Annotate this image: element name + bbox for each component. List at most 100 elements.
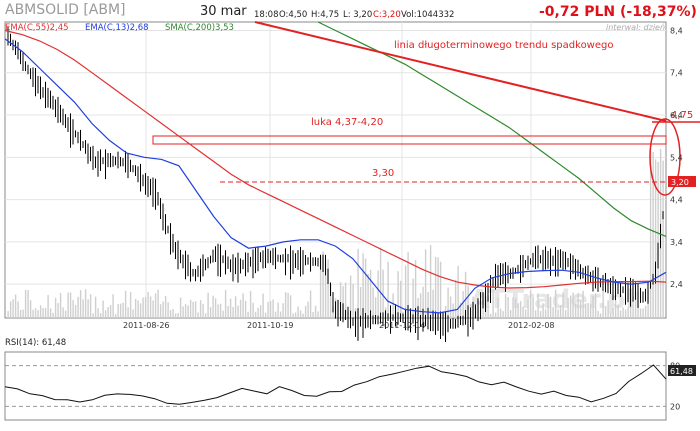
volume-bar	[562, 292, 564, 318]
rsi-last-label: 61,48	[670, 367, 693, 376]
gap-label: luka 4,37-4,20	[311, 117, 383, 128]
volume-bar	[32, 309, 34, 318]
volume-bar	[649, 150, 652, 318]
volume-bar	[74, 305, 77, 318]
volume-bar	[224, 289, 227, 318]
volume-bar	[527, 299, 529, 318]
volume-bar	[579, 300, 582, 318]
volume-bar	[187, 305, 189, 318]
x-tick-label: 2011-10-19	[247, 321, 294, 330]
volume-bar	[534, 310, 537, 318]
volume-bar	[12, 299, 14, 318]
volume-bar	[499, 308, 502, 318]
volume-bar	[254, 311, 257, 318]
volume-bar	[199, 300, 202, 318]
volume-bar	[597, 310, 599, 318]
volume-bar	[49, 308, 52, 318]
volume-bar	[359, 286, 362, 318]
volume-bar	[177, 313, 179, 318]
volume-bar	[379, 247, 382, 318]
volume-bar	[617, 304, 619, 318]
volume-bar	[192, 301, 194, 318]
volume-bar	[457, 265, 459, 318]
quote-close: C:3,20	[373, 10, 401, 20]
volume-bar	[47, 295, 49, 318]
volume-bar	[554, 289, 557, 318]
volume-bar	[367, 273, 369, 318]
volume-bar	[654, 159, 657, 318]
volume-bar	[657, 161, 659, 318]
volume-bar	[564, 310, 567, 318]
volume-bar	[317, 311, 319, 318]
volume-bar	[602, 290, 604, 318]
volume-bar	[319, 256, 322, 318]
volume-bar	[522, 306, 524, 318]
volume-bar	[174, 313, 177, 318]
volume-bar	[489, 313, 492, 318]
volume-bar	[24, 289, 27, 318]
quote-time: 18:08	[254, 10, 279, 20]
volume-bar	[77, 296, 79, 318]
volume-bar	[42, 308, 44, 318]
volume-bar	[237, 305, 239, 318]
volume-bar	[624, 309, 627, 318]
volume-bar	[179, 297, 182, 318]
annotations: linia długoterminowego trendu spadkowego…	[152, 21, 700, 196]
quote-open: O:4,50	[279, 10, 307, 20]
volume-bar	[149, 296, 152, 318]
volume-bar	[582, 290, 584, 318]
volume-bar	[572, 292, 574, 318]
volume-bar	[324, 262, 327, 318]
volume-bar	[127, 307, 129, 318]
y-tick-label: 7,4	[670, 69, 683, 78]
volume-bar	[7, 311, 9, 318]
volume-bar	[274, 311, 277, 318]
volume-bar	[159, 304, 162, 318]
volume-bar	[44, 308, 47, 318]
volume-bar	[439, 261, 442, 318]
volume-bar	[209, 307, 212, 318]
legend-ema13: EMA(C,13)2,68	[85, 23, 149, 33]
volume-bar	[54, 297, 57, 318]
volume-bar	[577, 293, 579, 318]
volume-bar	[412, 278, 414, 318]
volume-bar	[382, 269, 384, 318]
volume-bar	[609, 312, 612, 318]
volume-bar	[102, 300, 104, 318]
volume-bar	[362, 253, 364, 318]
support-label: 3,30	[372, 168, 394, 179]
y-tick-label: 8,4	[670, 26, 683, 35]
volume-bar	[392, 293, 394, 318]
volume-bar	[352, 283, 354, 318]
volume-bar	[297, 306, 299, 318]
volume-bar	[529, 290, 532, 318]
volume-bar	[117, 303, 119, 318]
volume-bar	[264, 312, 267, 318]
volume-bar	[312, 311, 314, 318]
volume-bar	[112, 294, 114, 318]
volume-bar	[262, 293, 264, 318]
volume-bar	[14, 294, 17, 318]
volume-bar	[594, 293, 597, 318]
volume-bar	[52, 312, 54, 318]
volume-bar	[459, 302, 462, 318]
volume-bar	[144, 297, 147, 318]
volume-bar	[449, 296, 452, 318]
volume-bar	[94, 296, 97, 318]
volume-bar	[279, 311, 282, 318]
price-bars	[7, 26, 664, 342]
volume-bar	[542, 303, 544, 318]
volume-bar	[364, 258, 367, 318]
volume-bar	[122, 302, 124, 318]
volume-bar	[169, 310, 172, 318]
volume-bar	[544, 309, 547, 318]
volume-bar	[84, 289, 87, 318]
volume-bar	[512, 297, 514, 318]
volume-bar	[137, 300, 139, 318]
volume-bar	[454, 279, 457, 318]
volume-bar	[369, 269, 372, 318]
volume-bar	[552, 307, 554, 318]
volume-bar	[79, 290, 82, 318]
volume-bar	[249, 290, 252, 318]
volume-bar	[29, 300, 32, 318]
